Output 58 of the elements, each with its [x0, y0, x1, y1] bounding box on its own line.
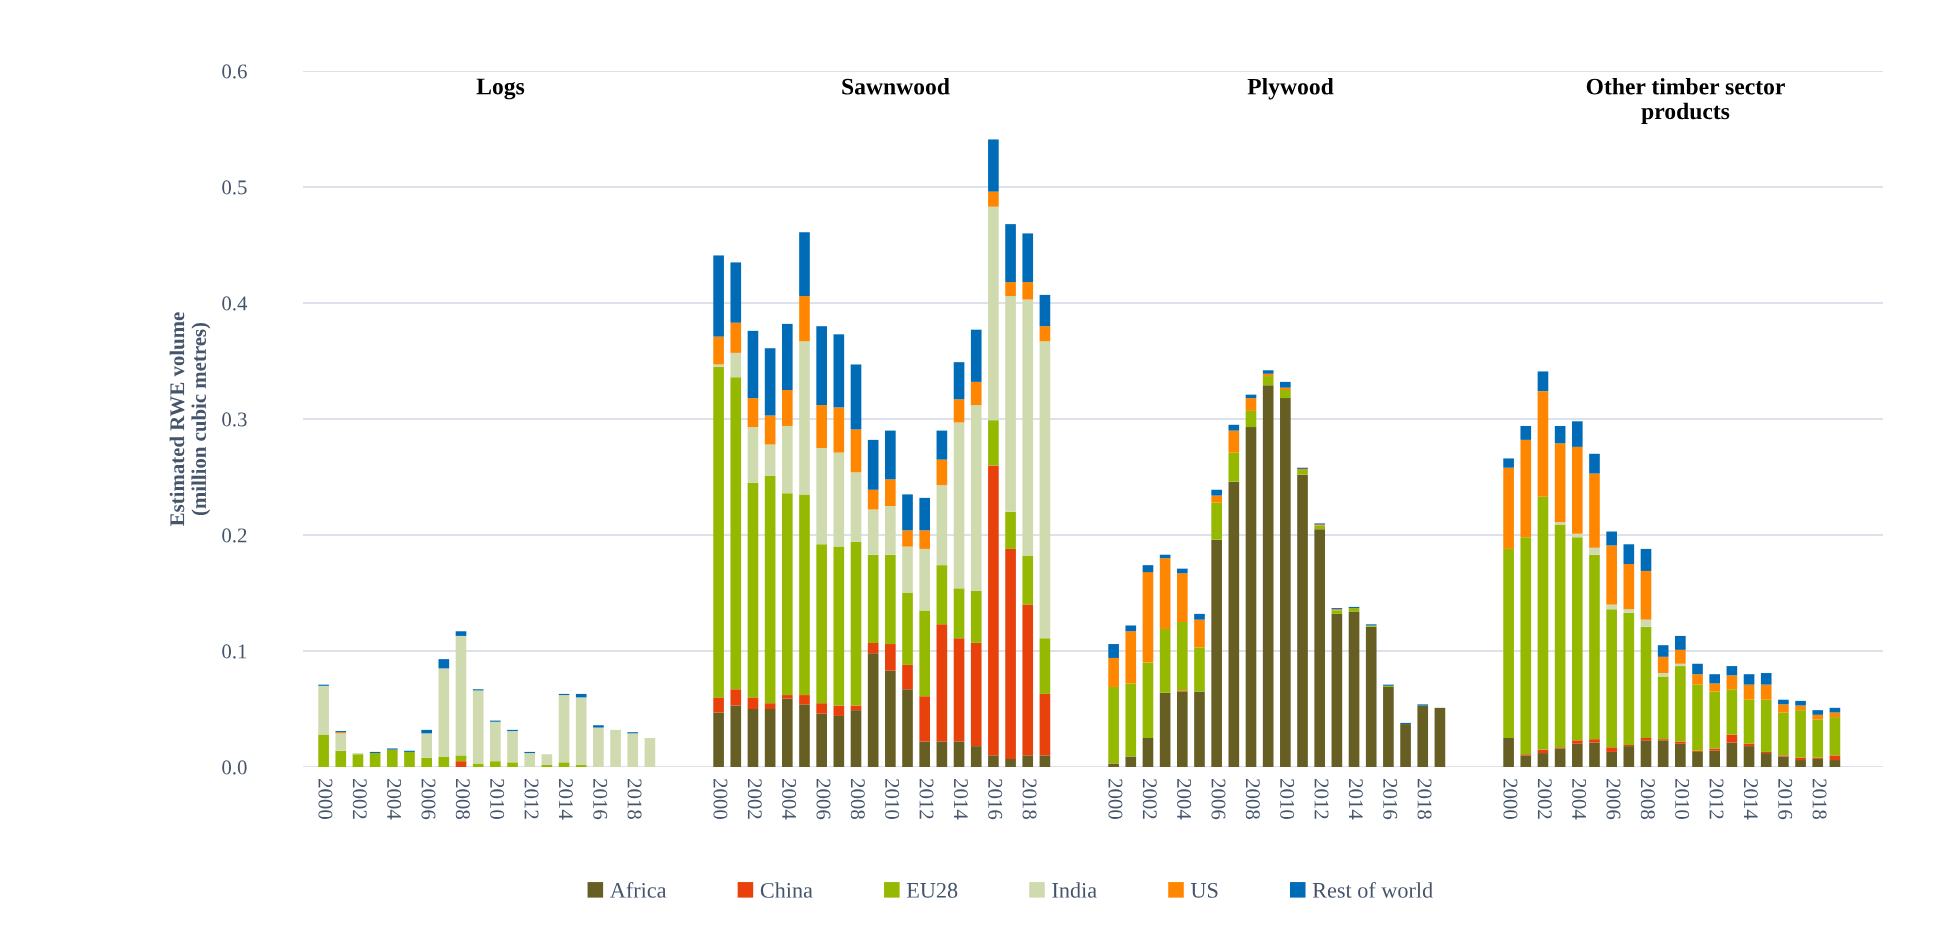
y-tick-label: 0.5 [222, 180, 247, 195]
x-tick-label: 2012 [1314, 779, 1329, 819]
x-tick-label: 2000 [1108, 779, 1123, 819]
x-tick-label: 2012 [919, 779, 934, 819]
chart-title: Sawnwood [842, 77, 950, 95]
x-tick-label: 2002 [1142, 779, 1157, 819]
x-tick-label: 2014 [953, 779, 968, 820]
y-tick-label: 0.0 [222, 760, 247, 775]
x-tick-label: 2002 [747, 779, 762, 819]
x-tick-label: 2000 [1503, 779, 1518, 819]
y-tick-label: 0.2 [222, 528, 247, 543]
x-tick-label: 2016 [988, 779, 1003, 820]
legend-label: China [760, 882, 813, 898]
x-tick-label: 2004 [387, 779, 402, 820]
x-tick-label: 2018 [627, 779, 642, 819]
x-tick-label: 2004 [1177, 779, 1192, 820]
x-tick-label: 2012 [524, 779, 539, 819]
x-tick-label: 2018 [1417, 779, 1432, 819]
x-tick-label: 2006 [1211, 779, 1226, 820]
x-tick-label: 2014 [1348, 779, 1363, 820]
x-tick-label: 2014 [1743, 779, 1758, 820]
y-tick-label: 0.4 [222, 296, 248, 311]
x-tick-label: 2016 [1778, 779, 1793, 820]
y-tick-label: 0.1 [222, 644, 247, 659]
x-tick-label: 2016 [1383, 779, 1398, 820]
legend-label: India [1052, 882, 1097, 898]
x-tick-label: 2000 [318, 779, 333, 819]
text: Other timber sector products [1586, 77, 1785, 125]
x-tick-label: 2008 [850, 779, 865, 819]
legend-label: US [1190, 882, 1218, 898]
x-tick-label: 2016 [593, 779, 608, 820]
x-tick-label: 2014 [558, 779, 573, 820]
x-tick-label: 2010 [1675, 779, 1690, 819]
x-tick-label: 2012 [1709, 779, 1724, 819]
x-tick-label: 2006 [1606, 779, 1621, 820]
x-tick-label: 2010 [885, 779, 900, 819]
x-tick-label: 2010 [490, 779, 505, 819]
legend-label: Rest of world [1312, 881, 1433, 898]
chart-title: Plywood [1247, 77, 1334, 100]
y-tick-label: 0.3 [222, 412, 247, 427]
x-tick-label: 2002 [352, 779, 367, 819]
x-tick-label: 2008 [1245, 779, 1260, 819]
x-tick-label: 2010 [1280, 779, 1295, 819]
x-tick-label: 2000 [713, 779, 728, 819]
y-tick-label: 0.6 [222, 64, 247, 79]
x-tick-label: 2018 [1812, 779, 1827, 819]
x-tick-label: 2004 [1572, 779, 1587, 820]
legend-label: Africa [610, 881, 667, 898]
x-tick-label: 2008 [1640, 779, 1655, 819]
x-tick-label: 2004 [782, 779, 797, 820]
x-tick-label: 2006 [421, 779, 436, 820]
x-tick-label: 2008 [455, 779, 470, 819]
y-axis-title: Estimated RWE volume (million cubic metres) [169, 312, 211, 526]
legend-label: EU28 [906, 882, 958, 898]
chart-title: Logs [476, 78, 525, 100]
x-tick-label: 2018 [1022, 779, 1037, 819]
x-tick-label: 2002 [1537, 779, 1552, 819]
x-tick-label: 2006 [816, 779, 831, 820]
